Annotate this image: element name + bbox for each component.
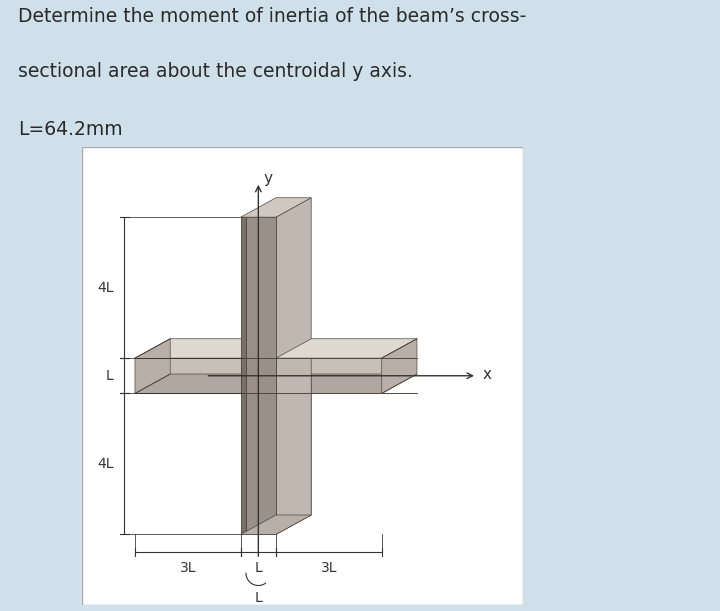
Polygon shape (135, 374, 276, 393)
Text: sectional area about the centroidal y axis.: sectional area about the centroidal y ax… (18, 62, 413, 81)
Polygon shape (240, 198, 311, 217)
Polygon shape (240, 358, 246, 393)
Polygon shape (135, 338, 170, 393)
Text: L=64.2mm: L=64.2mm (18, 120, 122, 139)
Polygon shape (276, 338, 417, 358)
Polygon shape (276, 358, 382, 393)
Polygon shape (276, 374, 311, 535)
Polygon shape (135, 338, 276, 358)
Polygon shape (240, 217, 246, 535)
Text: 4L: 4L (97, 457, 114, 471)
Text: L: L (254, 561, 262, 575)
Text: L: L (106, 369, 114, 382)
Polygon shape (276, 198, 311, 535)
Text: L: L (254, 591, 262, 605)
Text: 3L: 3L (179, 561, 196, 575)
Polygon shape (382, 338, 417, 393)
Text: 4L: 4L (97, 280, 114, 295)
Text: x: x (482, 367, 491, 381)
Polygon shape (246, 217, 276, 535)
Polygon shape (135, 358, 240, 393)
Polygon shape (276, 374, 417, 393)
Text: 3L: 3L (320, 561, 337, 575)
Text: Determine the moment of inertia of the beam’s cross-: Determine the moment of inertia of the b… (18, 7, 526, 26)
Text: y: y (264, 171, 273, 186)
Polygon shape (240, 358, 276, 393)
Polygon shape (240, 515, 311, 535)
